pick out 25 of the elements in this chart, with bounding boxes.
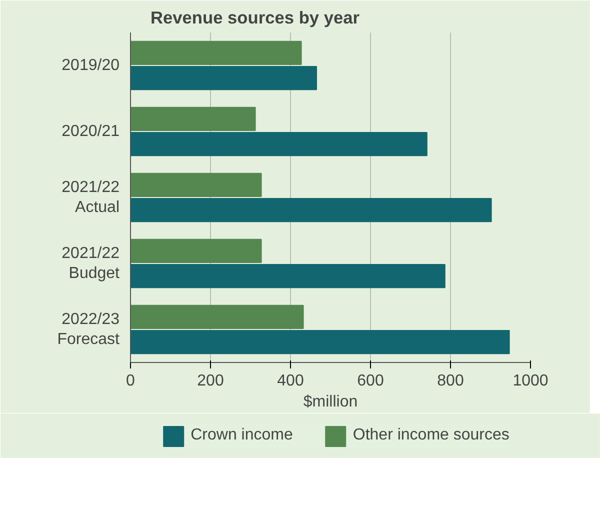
legend-label: Crown income: [190, 426, 293, 444]
x-tick-label: 1000: [512, 372, 548, 390]
y-tick-label: 2019/20: [62, 57, 120, 74]
x-tick-label: 600: [357, 372, 384, 390]
bar: [130, 198, 492, 222]
bar: [130, 40, 302, 65]
x-tick-label: 400: [277, 372, 304, 390]
x-axis-title: $million: [303, 394, 358, 410]
bar: [130, 238, 262, 263]
bar: [130, 304, 304, 329]
x-tick-label: 200: [197, 372, 224, 390]
x-tick-label: 0: [126, 372, 136, 390]
y-tick-label: 2021/22 Budget: [62, 244, 120, 282]
bar: [130, 106, 256, 131]
y-tick-label: 2021/22 Actual: [62, 178, 120, 216]
legend-label: Other income sources: [352, 426, 510, 444]
bar: [130, 66, 317, 90]
bar: [130, 132, 428, 156]
bar: [130, 330, 510, 354]
x-tick-label: 800: [437, 372, 464, 390]
bar: [130, 172, 262, 197]
y-tick-label: 2022/23 Forecast: [57, 310, 120, 348]
bar: [130, 264, 446, 288]
y-tick-label: 2020/21: [62, 123, 120, 140]
chart-title: Revenue sources by year: [150, 8, 360, 28]
